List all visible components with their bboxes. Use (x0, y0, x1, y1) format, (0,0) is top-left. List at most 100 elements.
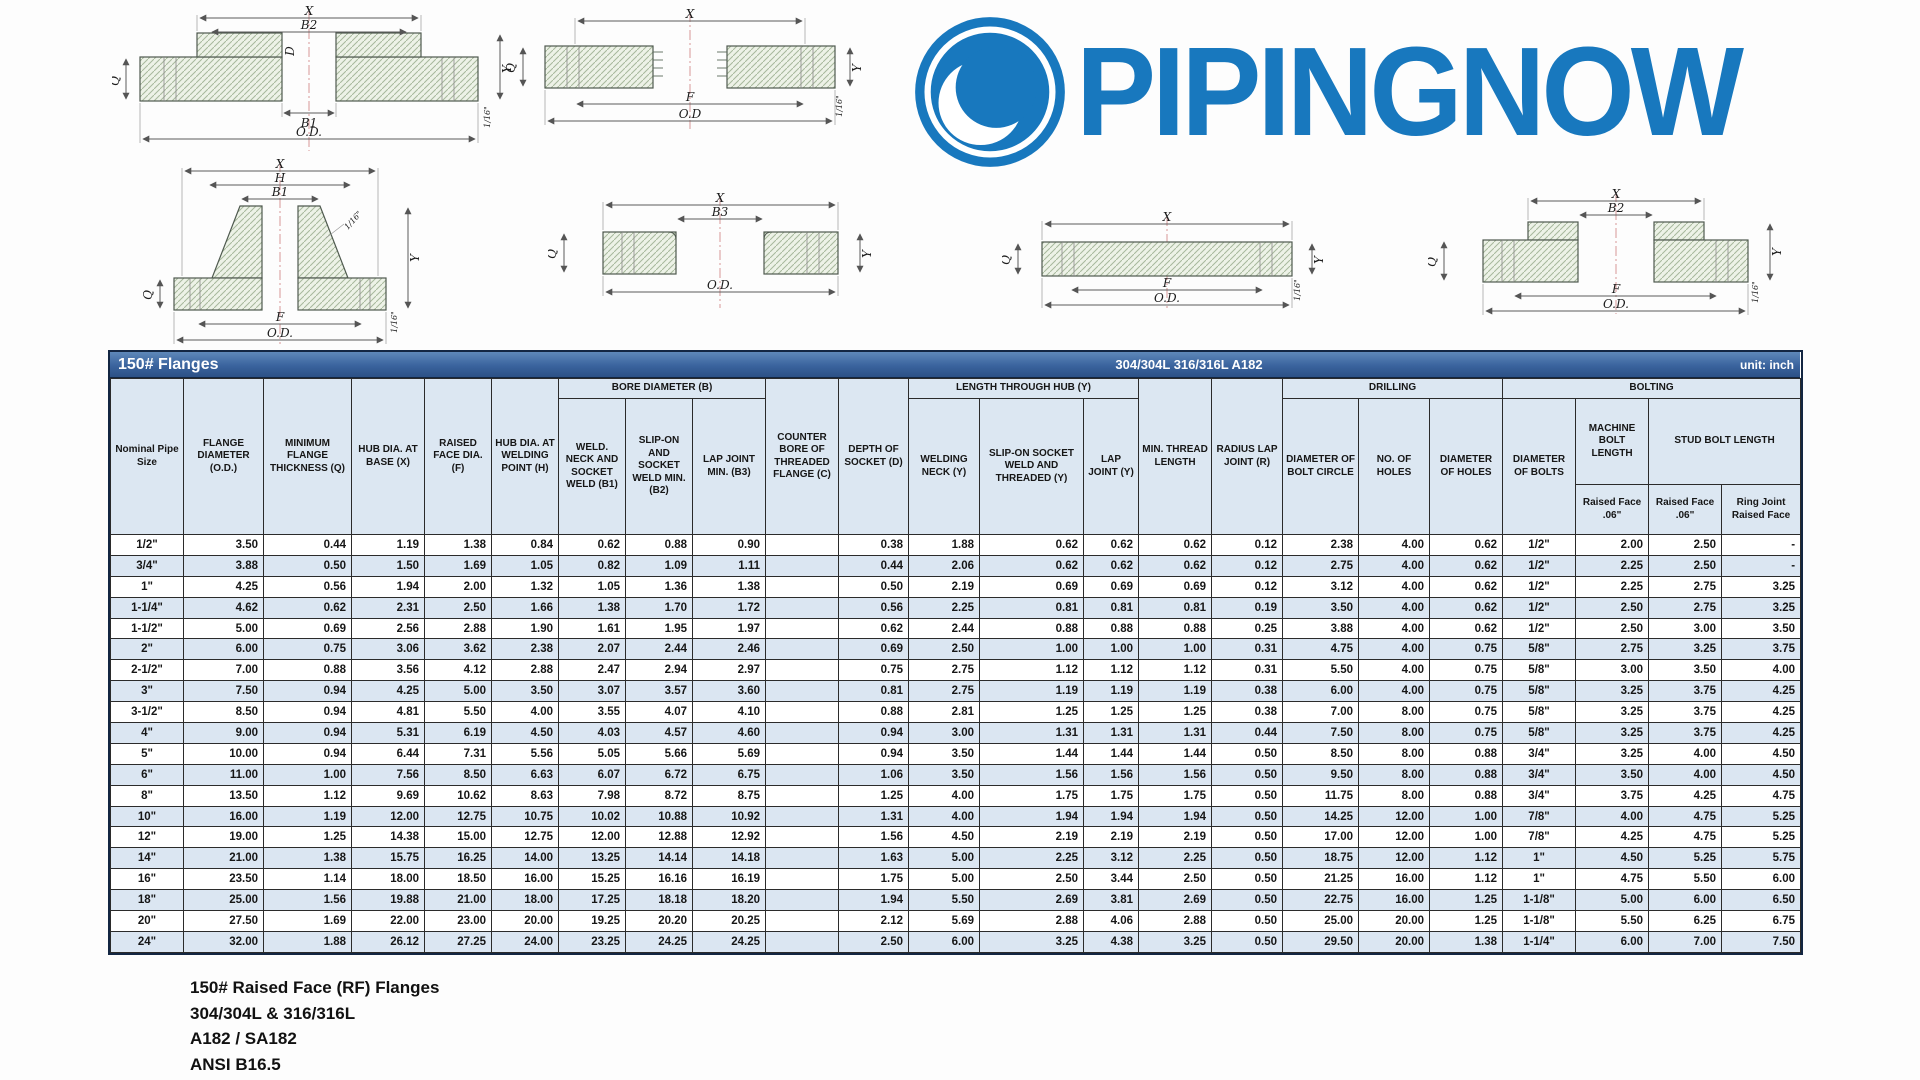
table-cell: 4.25 (351, 680, 425, 703)
table-cell: 1.25 (1429, 910, 1504, 932)
table-cell (765, 596, 839, 619)
table-cell: 1-1/8" (1502, 889, 1577, 912)
table-cell: 2.19 (1082, 826, 1140, 849)
table-cell: 1-1/8" (1502, 910, 1577, 932)
table-cell: 2.00 (424, 575, 492, 598)
table-cell: 2.12 (838, 910, 909, 932)
table-cell: 4.50 (1721, 763, 1802, 786)
table-cell: 3.75 (1721, 638, 1802, 661)
table-cell: 27.50 (183, 910, 264, 932)
col-header-welding-neck: WELDING NECK (Y) (908, 398, 980, 535)
table-cell: 2.81 (908, 701, 980, 724)
table-cell: 1.31 (838, 805, 909, 828)
table-cell: 3.50 (908, 763, 980, 786)
dim-label-q: Q (505, 63, 518, 73)
table-cell: 0.38 (838, 534, 909, 556)
table-cell: 0.81 (979, 596, 1084, 619)
table-cell: 7.00 (1282, 701, 1360, 724)
table-cell: 0.75 (1429, 659, 1504, 682)
table-cell: 4.50 (491, 722, 559, 744)
table-cell: 2.19 (1138, 826, 1213, 849)
table-row: 20" 27.50 1.69 22.00 23.00 20.00 19.25 20.20 20.… (110, 910, 1802, 932)
table-cell: 5.69 (908, 910, 980, 932)
table-cell: 18" (110, 889, 184, 912)
table-cell: 1.94 (351, 575, 425, 598)
dim-label-q: Q (548, 249, 559, 259)
pipingnow-logo-icon (915, 17, 1065, 167)
table-cell: 1.25 (1429, 889, 1504, 912)
table-cell: 7.98 (558, 784, 626, 807)
table-cell: 6.63 (491, 763, 559, 786)
table-cell: 0.12 (1211, 554, 1284, 577)
table-cell: 2.25 (1138, 847, 1213, 870)
col-header-min-thread: MIN. THREAD LENGTH (1138, 378, 1213, 535)
table-cell: 2.50 (1648, 534, 1723, 556)
diagram-slip-on-flange: Q X B2 F O.D. Y 1/16" (1428, 188, 1784, 315)
table-cell (765, 784, 839, 807)
dim-label-od: O.D. (1603, 297, 1629, 311)
table-cell: 10" (110, 805, 184, 828)
table-cell: 12.00 (1358, 826, 1431, 849)
table-cell: 4.75 (1648, 805, 1723, 828)
table-cell: 16.00 (183, 805, 264, 828)
table-cell: 0.75 (1429, 680, 1504, 703)
table-cell: 0.31 (1211, 659, 1284, 682)
table-cell: 23.50 (183, 868, 264, 891)
table-cell: 0.62 (1429, 617, 1504, 640)
table-cell: 4.00 (1358, 596, 1431, 619)
table-cell: 7.50 (1721, 930, 1802, 953)
table-cell: 1.90 (491, 617, 559, 640)
table-cell: 4.60 (692, 722, 766, 744)
table-cell: 6.25 (1648, 910, 1723, 932)
table-cell: 2.47 (558, 659, 626, 682)
table-cell: 10.92 (692, 805, 766, 828)
table-cell: 5.66 (625, 742, 693, 765)
table-cell: 1.19 (1138, 680, 1213, 703)
table-cell: 2" (110, 638, 184, 661)
table-cell (765, 868, 839, 891)
table-cell: 0.62 (1082, 534, 1140, 556)
table-cell: 12.00 (558, 826, 626, 849)
table-cell: 3.50 (1721, 617, 1802, 640)
col-header-diam-holes: DIAMETER OF HOLES (1429, 398, 1504, 535)
table-cell: 0.75 (1429, 638, 1504, 661)
col-header-min-thickness: MINIMUM FLANGE THICKNESS (Q) (263, 378, 352, 535)
diagram-threaded-flange: X Q F O.D Y 1/16" (505, 8, 864, 129)
logo: PIPINGNOW (912, 14, 1744, 170)
table-cell (765, 930, 839, 953)
table-cell: 2.50 (1138, 868, 1213, 891)
table-cell: 1.12 (1138, 659, 1213, 682)
table-cell: 1.00 (1429, 826, 1504, 849)
table-cell: 5.50 (424, 701, 492, 724)
table-cell: 0.88 (979, 617, 1084, 640)
table-cell: 1/2" (1502, 534, 1577, 556)
table-cell: 2.25 (1575, 554, 1650, 577)
col-header-radius-lap: RADIUS LAP JOINT (R) (1211, 378, 1284, 535)
dim-label-y: Y (500, 64, 514, 73)
table-cell: 9.69 (351, 784, 425, 807)
table-cell: 3/4" (1502, 742, 1577, 765)
table-cell: 2.25 (1575, 575, 1650, 598)
table-cell: 1.14 (263, 868, 352, 891)
table-cell: 2.25 (979, 847, 1084, 870)
table-cell: 18.75 (1282, 847, 1360, 870)
dim-label-f: F (1162, 276, 1172, 290)
table-cell: 8.72 (625, 784, 693, 807)
table-cell: 13.50 (183, 784, 264, 807)
group-header-length-hub: LENGTH THROUGH HUB (Y) (907, 378, 1140, 399)
table-cell: 3.25 (1575, 701, 1650, 724)
dim-label-q: Q (1002, 255, 1013, 265)
col-header-diam-bolts: DIAMETER OF BOLTS (1502, 398, 1577, 535)
table-cell: 0.56 (263, 575, 352, 598)
table-cell: 1.38 (263, 847, 352, 870)
table-cell: 3.50 (1282, 596, 1360, 619)
table-cell: 20" (110, 910, 184, 932)
table-cell: 0.90 (692, 534, 766, 556)
table-cell: 25.00 (1282, 910, 1360, 932)
table-cell: 0.81 (838, 680, 909, 703)
table-cell: 12.00 (1358, 847, 1431, 870)
logo-text: PIPINGNOW (1076, 21, 1744, 163)
table-cell: 1-1/4" (1502, 930, 1577, 953)
dim-label-x: X (1162, 212, 1172, 224)
table-cell: 1.25 (838, 784, 909, 807)
